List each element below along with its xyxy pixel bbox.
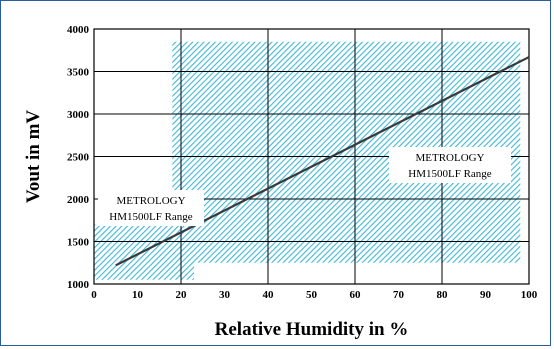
x-tick-label: 30 bbox=[219, 289, 231, 301]
y-tick-label: 2000 bbox=[67, 194, 90, 206]
annotation-line-2: HM1500LF Range bbox=[109, 211, 193, 223]
plot-area-border bbox=[93, 28, 530, 285]
x-tick-label: 70 bbox=[393, 289, 405, 301]
x-axis-label: Relative Humidity in % bbox=[215, 319, 409, 340]
annotation-background bbox=[98, 190, 204, 226]
y-tick-label: 3500 bbox=[67, 67, 90, 79]
range-annotation-1: METROLOGY HM1500LF Range bbox=[98, 190, 204, 226]
annotation-line-2: HM1500LF Range bbox=[408, 168, 492, 180]
y-tick-label: 1000 bbox=[67, 279, 90, 291]
x-tick-label: 60 bbox=[350, 289, 362, 301]
y-tick-label: 4000 bbox=[67, 24, 90, 36]
humidity-vout-chart: 0 10 20 30 40 50 60 70 80 90 100 1000 1500 2000 2500 30… bbox=[23, 24, 538, 340]
y-tick-label: 1500 bbox=[67, 237, 90, 249]
annotation-line-1: METROLOGY bbox=[415, 152, 484, 164]
x-tick-label: 10 bbox=[132, 289, 144, 301]
annotation-line-1: METROLOGY bbox=[116, 195, 185, 207]
x-tick-label: 100 bbox=[521, 289, 538, 301]
y-tick-label: 3000 bbox=[67, 109, 90, 121]
range-annotation-2: METROLOGY HM1500LF Range bbox=[389, 147, 511, 183]
y-axis-label: Vout in mV bbox=[23, 110, 44, 204]
series-line-1 bbox=[115, 56, 530, 267]
x-tick-label: 80 bbox=[437, 289, 449, 301]
annotation-background bbox=[389, 147, 511, 183]
x-tick-label: 40 bbox=[263, 289, 275, 301]
x-tick-label: 50 bbox=[306, 289, 318, 301]
x-tick-label: 20 bbox=[176, 289, 188, 301]
x-tick-label: 90 bbox=[480, 289, 492, 301]
y-tick-label: 2500 bbox=[67, 152, 90, 164]
x-tick-label: 0 bbox=[91, 289, 97, 301]
